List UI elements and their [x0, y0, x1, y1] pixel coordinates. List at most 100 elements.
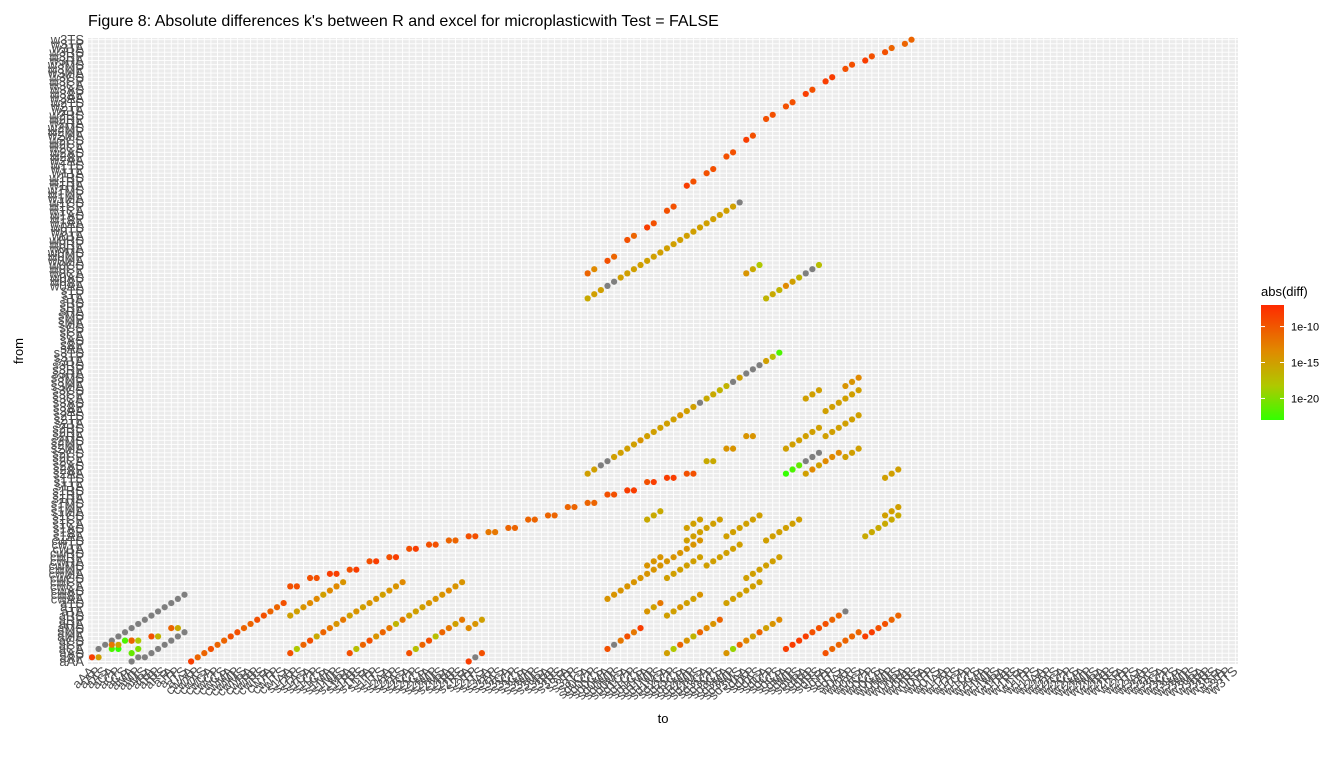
data-point [796, 462, 803, 469]
data-point [888, 516, 895, 523]
data-point [399, 616, 406, 623]
y-tick-label: w3AA [49, 91, 84, 106]
data-point [743, 270, 750, 277]
y-tick-label: s3RS [52, 358, 84, 373]
x-axis-title: to [658, 711, 669, 726]
y-tick-label: w0AP [49, 274, 84, 289]
data-point [796, 437, 803, 444]
data-point [663, 245, 671, 252]
y-axis-title: from [11, 338, 26, 364]
data-point [690, 533, 697, 540]
data-point [650, 253, 657, 260]
data-point [868, 629, 875, 636]
data-point [121, 637, 129, 644]
y-tick-label: sTA [62, 291, 84, 306]
y-tick-label: w0RA [48, 241, 84, 256]
data-point [340, 616, 347, 623]
data-point [743, 587, 750, 594]
data-point [829, 74, 836, 81]
data-point [267, 608, 274, 615]
data-point [763, 625, 770, 632]
data-point [776, 554, 783, 561]
data-point [881, 49, 889, 56]
y-tick-label: w2CP [48, 137, 84, 152]
legend-colorbar [1261, 305, 1284, 420]
data-point [716, 616, 723, 623]
y-tick-label: w1RA [48, 178, 84, 193]
data-point [690, 558, 697, 565]
y-tick-label: w2AS [49, 145, 84, 160]
data-point [848, 61, 856, 68]
y-tick-label: w1AS [49, 207, 84, 222]
data-point [663, 612, 671, 619]
data-point [386, 625, 393, 632]
y-tick-label: cwAA [51, 591, 85, 606]
data-point [829, 645, 836, 653]
data-point [683, 637, 690, 644]
data-point [796, 516, 803, 523]
data-point [670, 474, 677, 481]
data-point [663, 574, 671, 582]
y-tick-label: aMS [57, 621, 84, 636]
y-tick-label: s1MP [51, 500, 84, 515]
y-tick-label: w1CA [48, 203, 84, 218]
y-tick-label: w0RS [48, 232, 84, 247]
data-point [842, 608, 849, 615]
data-point [544, 512, 552, 519]
data-point [743, 637, 750, 644]
y-tick-label: s3TA [55, 354, 85, 369]
data-point [763, 115, 770, 123]
y-tick-label: aAS [59, 646, 84, 661]
y-tick-label: sCP [59, 324, 84, 339]
y-tick-label: sAS [60, 333, 84, 348]
data-point [670, 241, 677, 248]
data-point [703, 562, 710, 569]
data-point [696, 516, 704, 523]
data-point [121, 629, 129, 636]
data-point [690, 403, 697, 411]
y-tick-label: cwMS [49, 558, 85, 573]
data-point [293, 645, 300, 653]
y-tick-label: cwRP [50, 550, 84, 565]
data-point [657, 554, 664, 561]
data-point [624, 236, 631, 244]
data-point [736, 199, 743, 206]
data-point [723, 207, 730, 214]
data-point [683, 232, 690, 239]
y-tick-label: aTP [60, 600, 84, 615]
data-point [201, 650, 208, 657]
data-point [346, 612, 353, 619]
y-tick-label: w1MA [47, 191, 84, 206]
data-point [247, 620, 254, 628]
data-point [353, 566, 360, 573]
y-tick-label: s3AP [53, 399, 84, 414]
data-point [677, 566, 684, 573]
data-point [723, 549, 730, 557]
y-tick-label: s1CA [52, 516, 84, 531]
y-tick-label: cwCS [50, 571, 84, 586]
data-point [729, 595, 737, 602]
data-point [683, 524, 690, 532]
data-point [584, 295, 591, 302]
data-point [716, 516, 723, 523]
y-tick-label: w3TP [50, 36, 84, 51]
data-point [432, 633, 439, 640]
data-point [842, 395, 849, 402]
data-points [88, 36, 915, 665]
y-tick-label: w2MA [47, 128, 84, 143]
data-point [406, 650, 413, 657]
data-point [359, 604, 367, 611]
data-point [320, 591, 327, 598]
data-point [683, 407, 690, 415]
y-tick-label: w0CS [48, 258, 84, 273]
data-point [809, 629, 816, 636]
data-point [584, 470, 591, 477]
data-point [359, 641, 367, 648]
y-tick-label: sTP [61, 287, 84, 302]
data-point [842, 420, 849, 427]
y-tick-label: w1TP [50, 162, 84, 177]
data-point [644, 224, 651, 231]
y-tick-label: aMP [57, 625, 84, 640]
data-point [260, 612, 267, 619]
data-point [789, 441, 796, 448]
